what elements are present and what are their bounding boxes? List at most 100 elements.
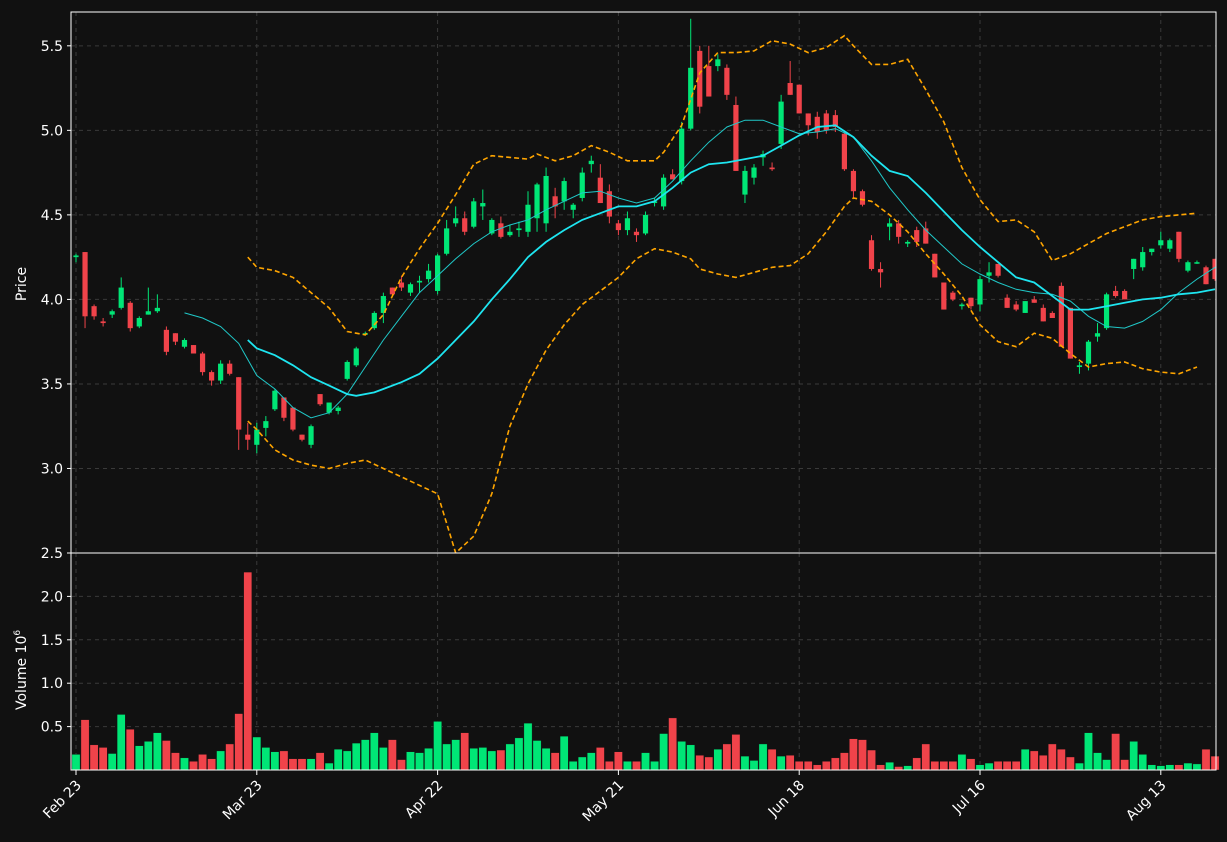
candle-body: [706, 66, 712, 97]
candle-body: [118, 287, 124, 308]
candle-body: [733, 104, 739, 171]
volume-bar: [523, 722, 533, 771]
volume-panel-frame: [70, 552, 1217, 771]
volume-bar: [957, 754, 967, 771]
candle-body: [344, 361, 350, 379]
lower-band-line: [247, 197, 1198, 553]
candle-body: [823, 113, 829, 131]
candle-body: [1076, 365, 1083, 368]
candle-body: [1004, 297, 1010, 308]
volume-bar: [867, 749, 876, 771]
volume-y-axis: 0.5 1.0 1.5 2.0: [41, 589, 71, 736]
volume-bar: [216, 750, 225, 771]
volume-bar: [975, 764, 985, 771]
candle-body: [606, 191, 612, 217]
candle-body: [172, 333, 179, 342]
candle-body: [181, 339, 188, 347]
candle-body: [787, 83, 793, 95]
volume-bar: [478, 747, 488, 771]
candle-body: [299, 434, 305, 440]
volume-bar: [379, 747, 388, 771]
volume-bar: [623, 761, 632, 771]
volume-axis-label-power: 6: [13, 630, 23, 636]
volume-bar: [1174, 764, 1184, 771]
volume-bar: [98, 747, 108, 771]
candle-body: [100, 321, 106, 324]
volume-bar: [153, 732, 162, 771]
volume-bar: [993, 761, 1003, 771]
candle-body: [82, 252, 88, 317]
candle-body: [868, 240, 875, 269]
candle-body: [832, 115, 838, 127]
volume-bar: [939, 761, 949, 771]
candle-body: [425, 270, 432, 280]
candle-body: [1067, 307, 1073, 359]
candle-body: [534, 184, 540, 219]
volume-bar: [261, 747, 271, 771]
volume-bar: [1120, 759, 1129, 771]
volume-bar: [388, 739, 397, 771]
volume-bar: [885, 761, 894, 771]
volume-bar: [406, 751, 415, 771]
volume-bar: [1210, 755, 1220, 771]
upper-band-line: [247, 34, 1198, 336]
candle-body: [109, 311, 115, 315]
volume-bar: [695, 755, 705, 771]
volume-bar: [89, 744, 99, 771]
candle-body: [905, 241, 911, 244]
volume-bar: [189, 761, 198, 771]
volume-bar: [1002, 761, 1012, 771]
volume-bar: [1165, 764, 1175, 771]
volume-bar: [252, 736, 262, 771]
volume-bar: [469, 748, 479, 771]
volume-bar: [1011, 761, 1021, 771]
candle-body: [218, 363, 224, 381]
volume-bar: [225, 743, 234, 771]
volume-bar: [360, 739, 370, 771]
candle-body: [380, 296, 386, 313]
volume-bar: [80, 719, 90, 771]
candle-body: [1140, 252, 1146, 268]
volume-bar: [1201, 748, 1211, 771]
volume-tick-label: 0.5: [41, 720, 63, 736]
volume-bar: [577, 756, 587, 771]
volume-bar: [442, 743, 451, 771]
volume-bar: [794, 761, 804, 771]
candle-body: [353, 348, 359, 366]
short-moving-average-line: [184, 119, 1216, 419]
volume-bar: [641, 752, 650, 771]
volume-bar: [948, 761, 958, 771]
candle-body: [236, 377, 242, 430]
candle-body: [814, 116, 820, 133]
candle-body: [1103, 294, 1110, 329]
price-tick-label: 3.5: [41, 377, 63, 393]
volume-bar: [234, 713, 244, 771]
volume-bar: [107, 753, 117, 771]
candle-body: [1122, 290, 1128, 300]
volume-bar: [1075, 762, 1084, 771]
volume-bar: [415, 752, 424, 771]
volume-tick-label: 1.0: [41, 676, 63, 692]
candle-body: [416, 280, 423, 283]
volume-bar: [433, 721, 442, 771]
candle-body: [570, 204, 576, 210]
volume-bar: [596, 747, 605, 771]
volume-bar: [1183, 762, 1193, 771]
candle-body: [525, 204, 531, 232]
candle-body: [724, 67, 730, 95]
long-moving-average-line: [247, 124, 1216, 397]
volume-bar: [858, 739, 867, 771]
volume-bar: [1192, 763, 1202, 771]
volume-bar: [243, 571, 253, 771]
candle-body: [796, 84, 802, 114]
candle-body: [887, 223, 893, 227]
candle-body: [914, 230, 920, 242]
volume-bar: [740, 755, 750, 771]
volume-bar: [749, 760, 759, 771]
candle-body: [453, 218, 459, 224]
volume-tick-label: 1.5: [41, 633, 63, 649]
candle-body: [661, 177, 667, 207]
candle-body: [199, 353, 206, 373]
volume-bar: [1029, 750, 1039, 771]
